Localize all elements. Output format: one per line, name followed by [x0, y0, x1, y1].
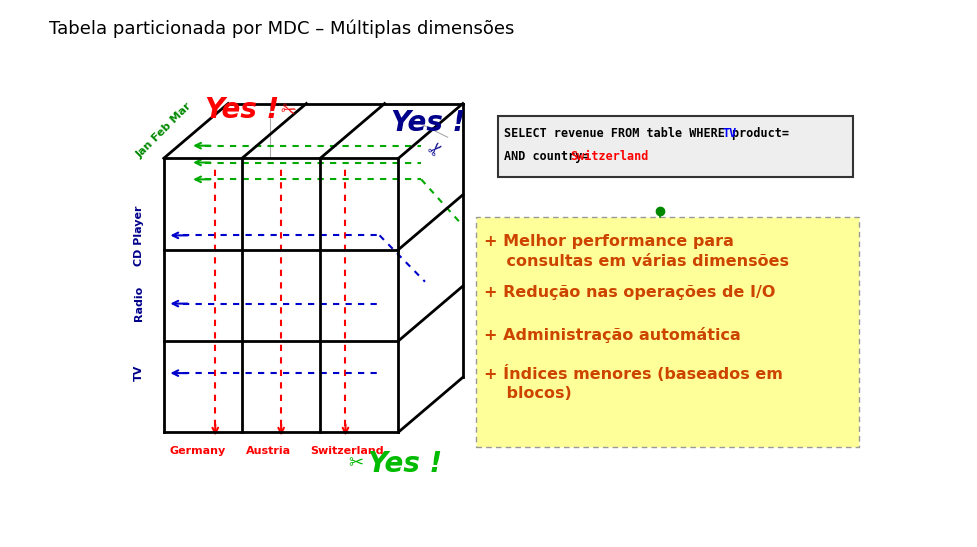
FancyBboxPatch shape [477, 217, 859, 447]
Text: TV: TV [134, 365, 144, 381]
Text: Tabela particionada por MDC – Múltiplas dimensões: Tabela particionada por MDC – Múltiplas … [49, 19, 514, 38]
Text: ✂: ✂ [277, 100, 297, 122]
Text: AND country=: AND country= [504, 150, 590, 162]
Text: Switzerland: Switzerland [310, 446, 384, 456]
Text: CD Player: CD Player [134, 206, 144, 266]
Text: + Melhor performance para
    consultas em várias dimensões: + Melhor performance para consultas em v… [484, 234, 789, 269]
Text: + Administração automática: + Administração automática [484, 327, 741, 343]
Text: ✂: ✂ [348, 454, 362, 472]
Text: ✂: ✂ [425, 138, 448, 161]
Text: Germany: Germany [170, 446, 226, 456]
Text: SELECT revenue FROM table WHERE product=: SELECT revenue FROM table WHERE product= [504, 127, 789, 141]
Text: Yes !: Yes ! [391, 108, 465, 137]
Text: Switzerland: Switzerland [570, 150, 649, 162]
Text: Radio: Radio [134, 286, 144, 321]
Text: + Redução nas operações de I/O: + Redução nas operações de I/O [484, 284, 776, 300]
FancyBboxPatch shape [498, 116, 853, 177]
Text: TV: TV [723, 127, 737, 141]
Text: Jan Feb Mar: Jan Feb Mar [134, 101, 193, 160]
Text: Austria: Austria [245, 446, 291, 456]
Text: + Índices menores (baseados em
    blocos): + Índices menores (baseados em blocos) [484, 365, 783, 401]
Text: Yes !: Yes ! [205, 96, 279, 124]
Text: Yes !: Yes ! [368, 450, 443, 478]
